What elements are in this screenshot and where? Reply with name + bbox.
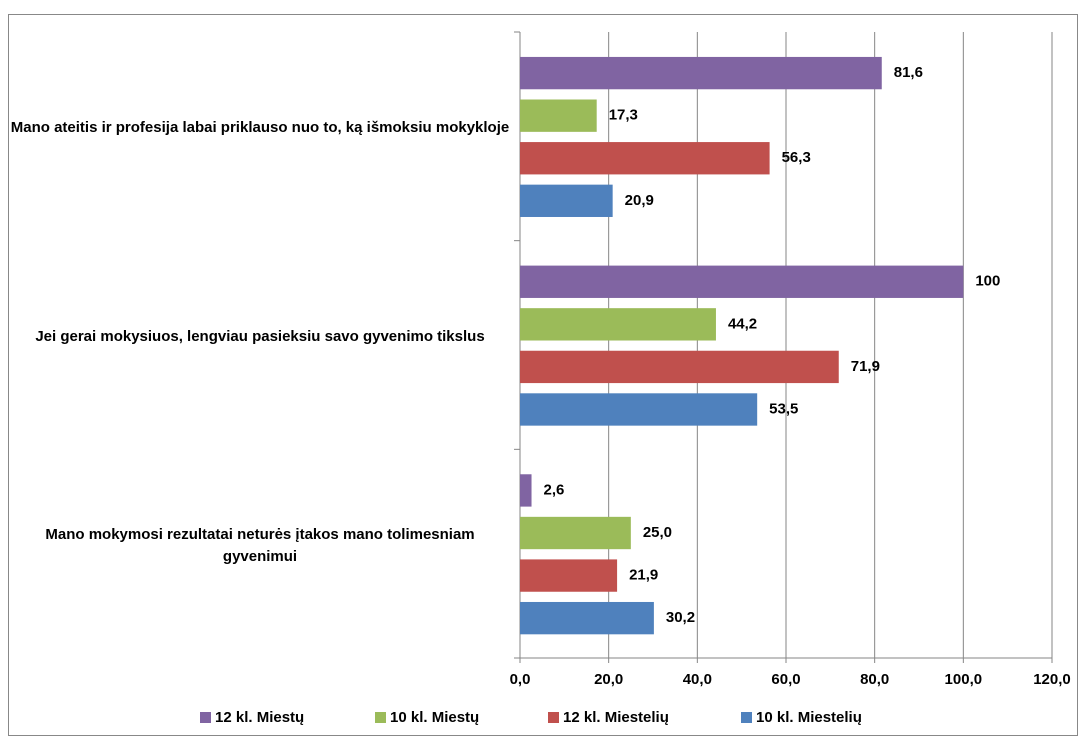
value-label: 17,3 (609, 107, 638, 124)
bar (520, 56, 882, 90)
bar (520, 184, 613, 217)
x-tick-label: 100,0 (945, 671, 983, 688)
x-tick-label: 40,0 (683, 671, 712, 688)
legend-marker (741, 712, 752, 723)
value-label: 81,6 (894, 64, 923, 81)
bar (520, 474, 532, 507)
value-label: 44,2 (728, 315, 757, 332)
x-tick-label: 20,0 (594, 671, 623, 688)
bar (520, 308, 716, 341)
bar (520, 142, 770, 175)
x-tick-label: 60,0 (771, 671, 800, 688)
value-label: 2,6 (544, 481, 565, 498)
value-label: 71,9 (851, 358, 880, 375)
value-label: 30,2 (666, 609, 695, 626)
bar (520, 99, 597, 132)
value-label: 56,3 (782, 149, 811, 166)
value-label: 21,9 (629, 567, 658, 584)
bar (520, 393, 758, 426)
chart-border (8, 14, 1078, 736)
bar (520, 559, 618, 592)
category-label: Mano ateitis ir profesija labai priklaus… (10, 119, 510, 137)
legend-marker (375, 712, 386, 723)
legend-marker (200, 712, 211, 723)
bar (520, 350, 839, 384)
bar (520, 601, 654, 635)
value-label: 100 (975, 273, 1000, 290)
bar (520, 516, 631, 550)
x-tick-label: 120,0 (1033, 671, 1071, 688)
legend-label: 10 kl. Miestelių (756, 709, 862, 726)
value-label: 25,0 (643, 524, 672, 541)
legend-marker (548, 712, 559, 723)
legend-label: 10 kl. Miestų (390, 709, 479, 726)
legend-label: 12 kl. Miestų (215, 709, 304, 726)
x-tick-label: 80,0 (860, 671, 889, 688)
category-label: Mano mokymosi rezultatai neturės įtakos … (45, 525, 475, 565)
bar (520, 265, 964, 298)
x-tick-label: 0,0 (510, 671, 531, 688)
legend-label: 12 kl. Miestelių (563, 709, 669, 726)
value-label: 20,9 (625, 192, 654, 209)
value-label: 53,5 (769, 400, 798, 417)
category-label: Jei gerai mokysiuos, lengviau pasieksiu … (35, 328, 485, 345)
